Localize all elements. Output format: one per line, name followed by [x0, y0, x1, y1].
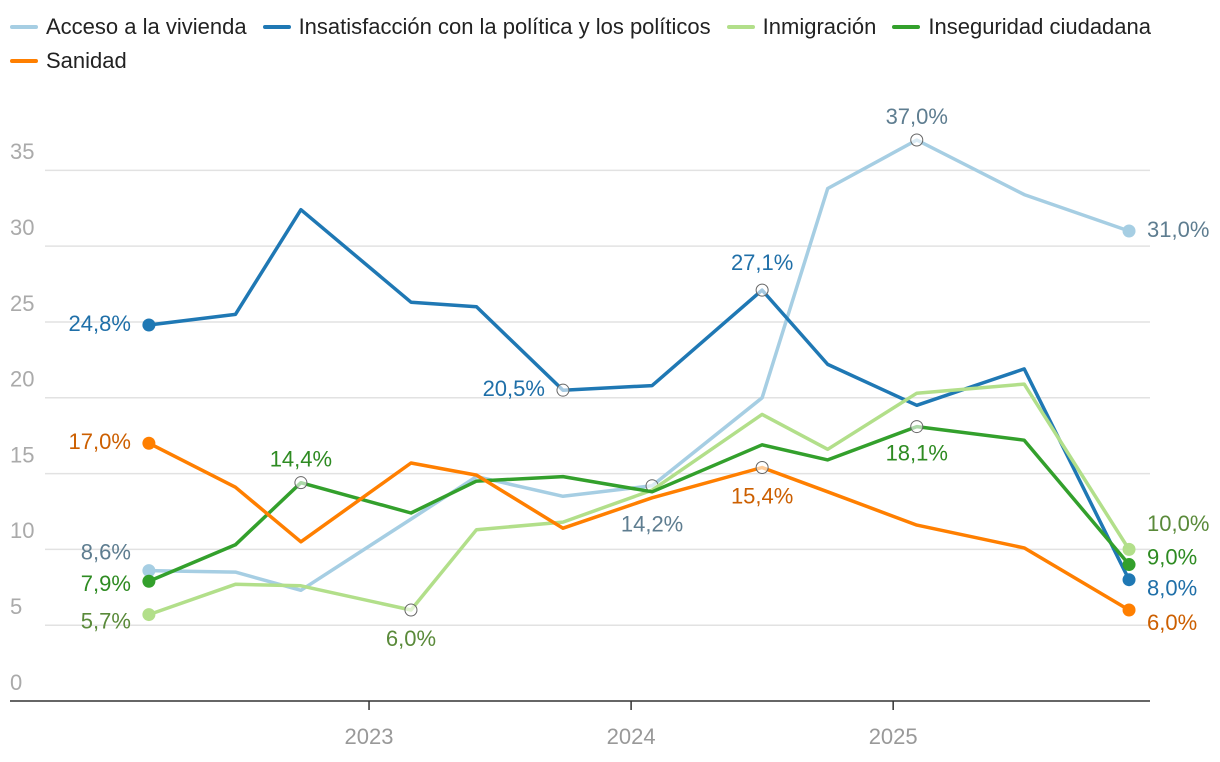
point [1122, 573, 1136, 587]
y-tick-label: 0 [10, 670, 22, 695]
value-label: 5,7% [81, 608, 131, 633]
point [755, 283, 769, 297]
x-tick-label: 2025 [869, 724, 918, 749]
legend-swatch [10, 59, 38, 63]
legend-label: Inseguridad ciudadana [928, 14, 1151, 39]
value-label: 31,0% [1147, 217, 1209, 242]
legend-item: Sanidad [10, 44, 127, 78]
value-label: 7,9% [81, 571, 131, 596]
point [755, 461, 769, 475]
point [1122, 558, 1136, 572]
series-line [148, 207, 1131, 581]
legend-item: Inmigración [726, 10, 877, 44]
y-tick-label: 5 [10, 594, 22, 619]
value-label: 8,6% [81, 539, 131, 564]
value-label: 10,0% [1147, 511, 1209, 536]
value-label: 18,1% [886, 440, 948, 465]
point [1122, 603, 1136, 617]
point [142, 436, 156, 450]
point [142, 564, 156, 578]
point [142, 574, 156, 588]
series-line [148, 441, 1130, 612]
legend-item: Insatisfacción con la política y los pol… [262, 10, 711, 44]
legend-item: Inseguridad ciudadana [892, 10, 1151, 44]
value-label: 20,5% [483, 376, 545, 401]
point [1122, 224, 1136, 238]
point [910, 133, 924, 147]
legend-swatch [10, 25, 38, 29]
value-label: 9,0% [1147, 544, 1197, 569]
legend-label: Inmigración [762, 14, 877, 39]
y-tick-label: 25 [10, 291, 34, 316]
legend-label: Acceso a la vivienda [46, 14, 247, 39]
value-label: 15,4% [731, 483, 793, 508]
value-label: 6,0% [386, 626, 436, 651]
value-label: 14,2% [621, 512, 683, 537]
legend-label: Insatisfacción con la política y los pol… [298, 14, 711, 39]
legend: Acceso a la vivienda Insatisfacción con l… [10, 10, 1170, 78]
y-tick-label: 10 [10, 518, 34, 543]
point [142, 318, 156, 332]
value-label: 8,0% [1147, 576, 1197, 601]
point [404, 603, 418, 617]
point [294, 476, 308, 490]
series-line [148, 382, 1131, 617]
x-tick-label: 2024 [607, 724, 656, 749]
value-label: 37,0% [886, 104, 948, 129]
point [1122, 542, 1136, 556]
legend-swatch [892, 25, 921, 29]
series-line [148, 424, 1131, 583]
point [142, 608, 156, 622]
y-tick-label: 15 [10, 442, 34, 467]
legend-label: Sanidad [46, 48, 127, 73]
point [910, 420, 924, 434]
point [556, 383, 570, 397]
value-label: 14,4% [270, 446, 332, 471]
y-tick-label: 35 [10, 139, 34, 164]
y-tick-label: 30 [10, 215, 34, 240]
legend-item: Acceso a la vivienda [10, 10, 247, 44]
y-tick-label: 20 [10, 367, 34, 392]
legend-swatch [726, 25, 755, 29]
value-label: 27,1% [731, 250, 793, 275]
value-label: 17,0% [69, 429, 131, 454]
value-label: 6,0% [1147, 610, 1197, 635]
x-tick-label: 2023 [345, 724, 394, 749]
legend-swatch [262, 25, 291, 29]
value-label: 24,8% [69, 311, 131, 336]
